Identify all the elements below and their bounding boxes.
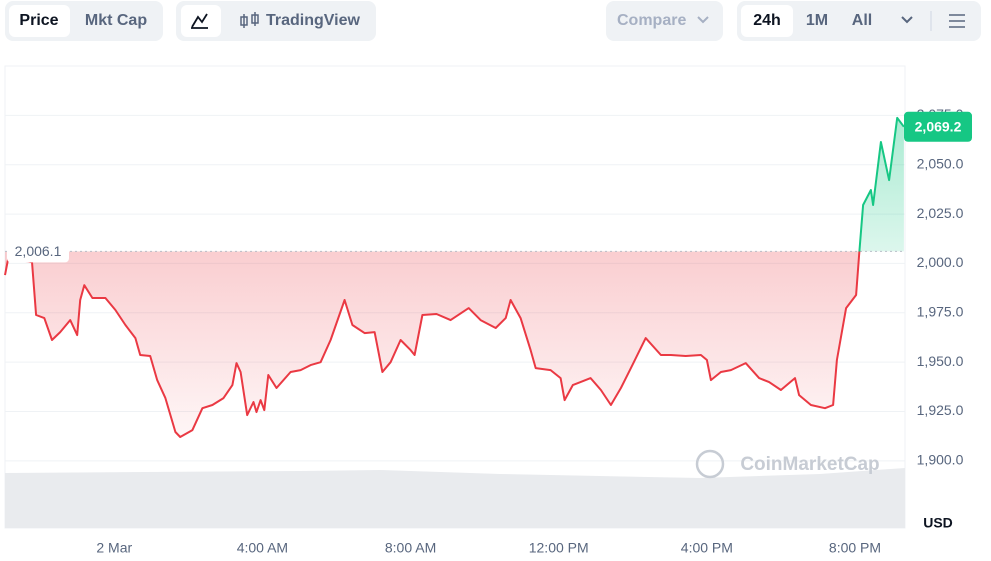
- y-tick-label: 1,925.0: [917, 402, 964, 418]
- current-badge: [904, 111, 972, 142]
- y-tick-label: 2,050.0: [917, 155, 964, 171]
- x-tick-label: 2 Mar: [96, 540, 132, 556]
- range[interactable]: 24h: [753, 12, 781, 29]
- x-tick-label: 4:00 PM: [681, 540, 733, 556]
- range[interactable]: 1M: [806, 12, 828, 29]
- reference-badge: [7, 240, 69, 263]
- y-tick-label: 1,975.0: [917, 303, 964, 319]
- range[interactable]: All: [852, 12, 872, 29]
- tab[interactable]: Mkt Cap: [85, 12, 147, 29]
- tab[interactable]: Price: [19, 12, 58, 29]
- watermark: CoinMarketCap: [740, 454, 879, 475]
- settings-icon[interactable]: [949, 14, 965, 28]
- volume-area: [5, 468, 905, 528]
- y-tick-label: 1,900.0: [917, 452, 964, 468]
- chevron: [697, 16, 709, 24]
- tab-selected[interactable]: [9, 5, 70, 37]
- range-group: [737, 1, 981, 41]
- x-tick-label: 8:00 PM: [829, 540, 881, 556]
- x-tick-label: 8:00 AM: [385, 540, 436, 556]
- compare-label[interactable]: Compare: [617, 12, 686, 29]
- reference-label: 2,006.1: [15, 243, 62, 259]
- y-tick-label: 2,025.0: [917, 205, 964, 221]
- range-selected[interactable]: [741, 5, 793, 37]
- candle-icon: [240, 12, 259, 28]
- watermark-logo: [695, 449, 725, 479]
- y-tick-label: 2,000.0: [917, 254, 964, 270]
- y-unit: USD: [923, 515, 953, 531]
- y-tick-label: 1,950.0: [917, 353, 964, 369]
- current-label: 2,069.2: [915, 119, 962, 135]
- x-tick-label: 12:00 PM: [529, 540, 589, 556]
- x-tick-label: 4:00 AM: [237, 540, 288, 556]
- chevron[interactable]: [901, 16, 913, 24]
- view-button[interactable]: TradingView: [266, 12, 361, 29]
- area-fill: [5, 117, 904, 438]
- compare-button[interactable]: [606, 1, 723, 41]
- view-group: [176, 1, 376, 41]
- price-line: [4, 116, 905, 438]
- line-icon: [191, 13, 208, 29]
